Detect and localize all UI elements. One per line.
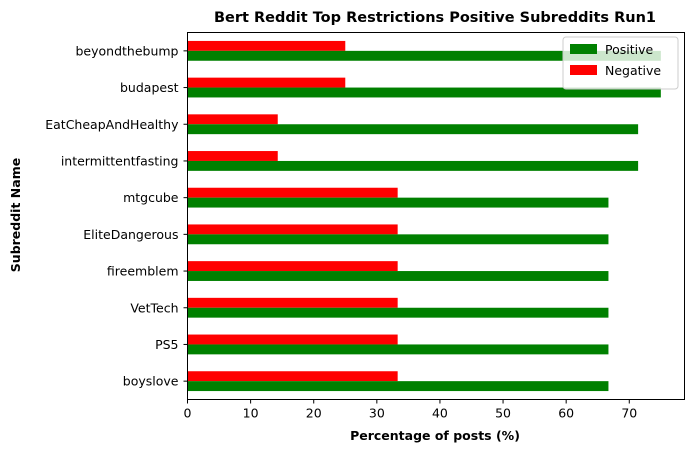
- bar-positive-9: [187, 381, 609, 392]
- plot-frame: [187, 32, 685, 400]
- y-ticks-group: beyondthebump budapest EatCheapAndHealthy i…: [45, 43, 188, 389]
- bar-negative-2: [187, 114, 278, 125]
- y-tick-label-4: mtgcube: [123, 190, 179, 205]
- bars-group: [187, 40, 661, 392]
- bar-positive-5: [187, 234, 609, 245]
- bar-positive-3: [187, 160, 639, 171]
- legend: Positive Negative: [562, 36, 679, 90]
- y-axis-label: Subreddit Name: [8, 158, 23, 272]
- bar-positive-7: [187, 307, 609, 318]
- y-tick-label-2: EatCheapAndHealthy: [45, 117, 179, 132]
- x-tick-label-4: 40: [432, 406, 448, 421]
- y-tick-label-9: boyslove: [123, 374, 179, 389]
- bar-negative-0: [187, 40, 346, 51]
- y-tick-label-6: fireemblem: [107, 264, 179, 279]
- y-tick-label-1: budapest: [120, 80, 179, 95]
- y-tick-label-5: EliteDangerous: [83, 227, 178, 242]
- bar-negative-9: [187, 371, 398, 382]
- bar-negative-7: [187, 297, 398, 308]
- chart-title: Bert Reddit Top Restrictions Positive Su…: [214, 10, 656, 26]
- x-tick-label-5: 50: [495, 406, 511, 421]
- x-tick-label-0: 0: [184, 406, 192, 421]
- x-tick-label-2: 20: [306, 406, 322, 421]
- bar-positive-1: [187, 87, 661, 98]
- x-ticks-group: 0 10 20 30 40 50 60 70: [184, 399, 637, 421]
- bar-positive-0: [187, 50, 661, 61]
- bar-positive-4: [187, 197, 609, 208]
- y-tick-label-7: VetTech: [130, 300, 178, 315]
- x-tick-label-3: 30: [369, 406, 385, 421]
- y-tick-label-3: intermittentfasting: [61, 153, 179, 168]
- x-tick-label-6: 60: [558, 406, 574, 421]
- legend-label-negative: Negative: [605, 63, 661, 78]
- legend-swatch-negative: [570, 65, 597, 75]
- x-tick-label-1: 10: [243, 406, 259, 421]
- bar-negative-8: [187, 334, 398, 345]
- bar-positive-6: [187, 271, 609, 281]
- bar-negative-1: [187, 77, 346, 88]
- bar-negative-6: [187, 261, 398, 272]
- bar-positive-2: [187, 124, 639, 135]
- bar-negative-5: [187, 224, 398, 235]
- bar-negative-3: [187, 151, 278, 161]
- bar-positive-8: [187, 344, 609, 355]
- legend-swatch-positive: [570, 44, 597, 54]
- bar-negative-4: [187, 187, 398, 198]
- y-tick-label-0: beyondthebump: [75, 43, 178, 58]
- legend-label-positive: Positive: [605, 42, 653, 57]
- y-tick-label-8: PS5: [155, 337, 178, 352]
- x-axis-label: Percentage of posts (%): [350, 428, 520, 443]
- x-tick-label-7: 70: [621, 406, 637, 421]
